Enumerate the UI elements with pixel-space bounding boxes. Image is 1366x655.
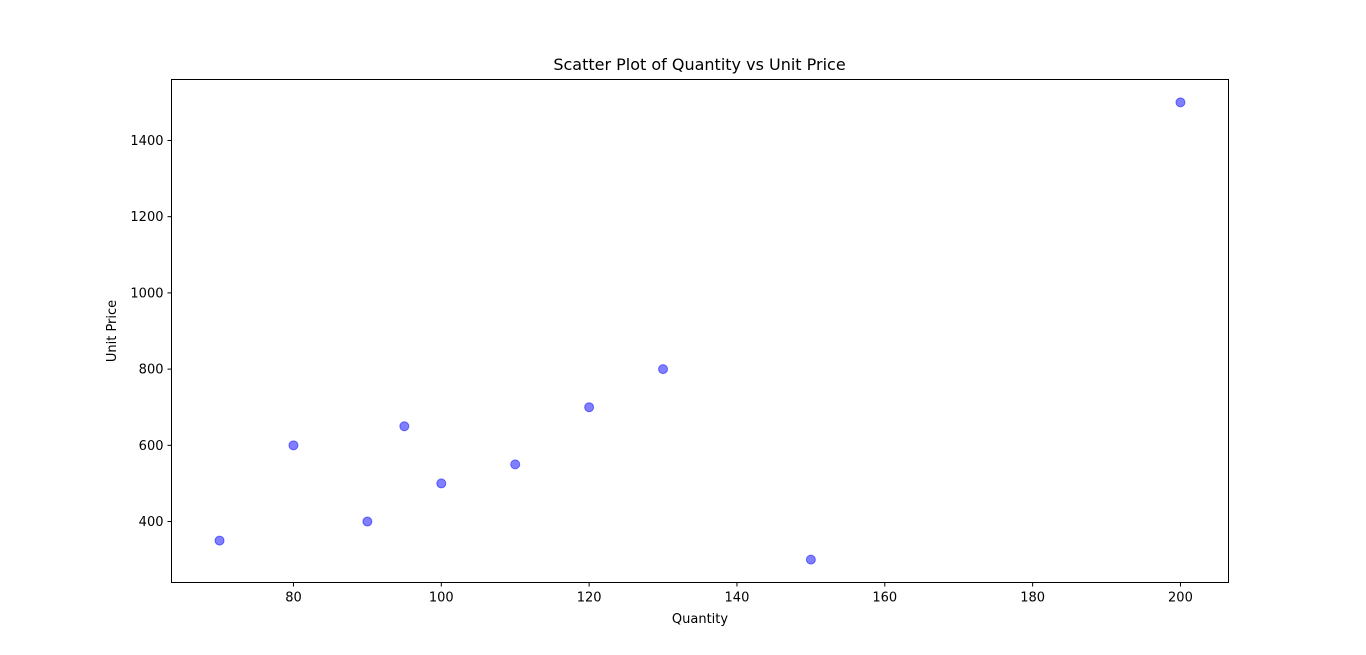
x-tick-label: 120 <box>577 591 602 606</box>
axes-frame <box>171 79 1229 583</box>
x-tick-label: 160 <box>872 591 897 606</box>
data-point <box>436 478 447 489</box>
x-tick-label: 200 <box>1168 591 1193 606</box>
y-tick-label: 600 <box>139 439 164 454</box>
chart-title: Scatter Plot of Quantity vs Unit Price <box>553 55 845 74</box>
y-tick-label: 1400 <box>130 134 163 149</box>
plot-area <box>171 79 1229 583</box>
x-axis-ticks: 80 100 120 140 160 180 200 <box>285 582 1193 606</box>
y-tick-label: 400 <box>139 515 164 530</box>
points-layer <box>214 97 1186 565</box>
data-point <box>805 554 816 565</box>
x-tick-label: 180 <box>1020 591 1045 606</box>
data-point <box>214 535 225 546</box>
data-point <box>399 421 410 432</box>
data-point <box>584 402 595 413</box>
y-axis-ticks: 400 600 800 1000 1200 1400 <box>130 134 172 530</box>
data-point <box>1175 97 1186 108</box>
x-axis-label: Quantity <box>672 612 728 627</box>
x-tick-label: 80 <box>285 591 302 606</box>
x-tick-label: 140 <box>725 591 750 606</box>
data-point <box>658 364 669 375</box>
y-tick-label: 800 <box>139 363 164 378</box>
x-tick-label: 100 <box>429 591 454 606</box>
data-point <box>288 440 299 451</box>
data-point <box>510 459 521 470</box>
y-axis-label: Unit Price <box>105 300 120 362</box>
data-point <box>362 516 373 527</box>
y-tick-label: 1000 <box>130 286 163 301</box>
y-tick-label: 1200 <box>130 210 163 225</box>
